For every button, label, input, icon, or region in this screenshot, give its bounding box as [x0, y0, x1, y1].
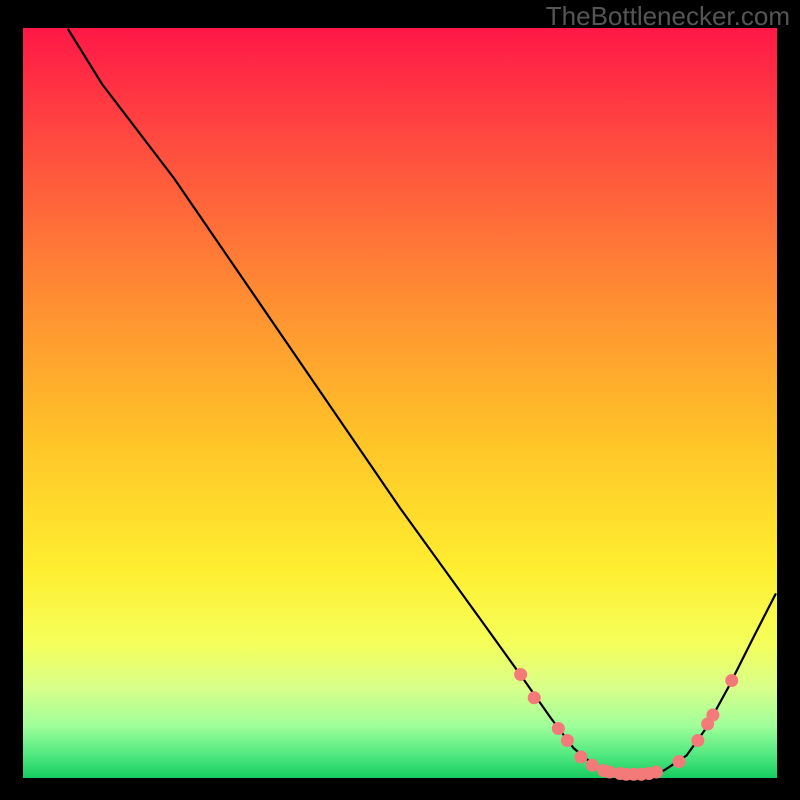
data-marker: [691, 734, 704, 747]
data-marker: [586, 759, 599, 772]
data-marker: [650, 766, 663, 779]
watermark-text: TheBottlenecker.com: [546, 1, 790, 31]
data-marker: [672, 755, 685, 768]
data-marker: [706, 709, 719, 722]
data-marker: [574, 751, 587, 764]
data-marker: [528, 691, 541, 704]
data-marker: [514, 668, 527, 681]
data-marker: [561, 734, 574, 747]
plot-gradient-background: [23, 28, 777, 778]
data-marker: [725, 674, 738, 687]
bottleneck-chart: TheBottlenecker.com: [0, 0, 800, 800]
data-marker: [552, 722, 565, 735]
